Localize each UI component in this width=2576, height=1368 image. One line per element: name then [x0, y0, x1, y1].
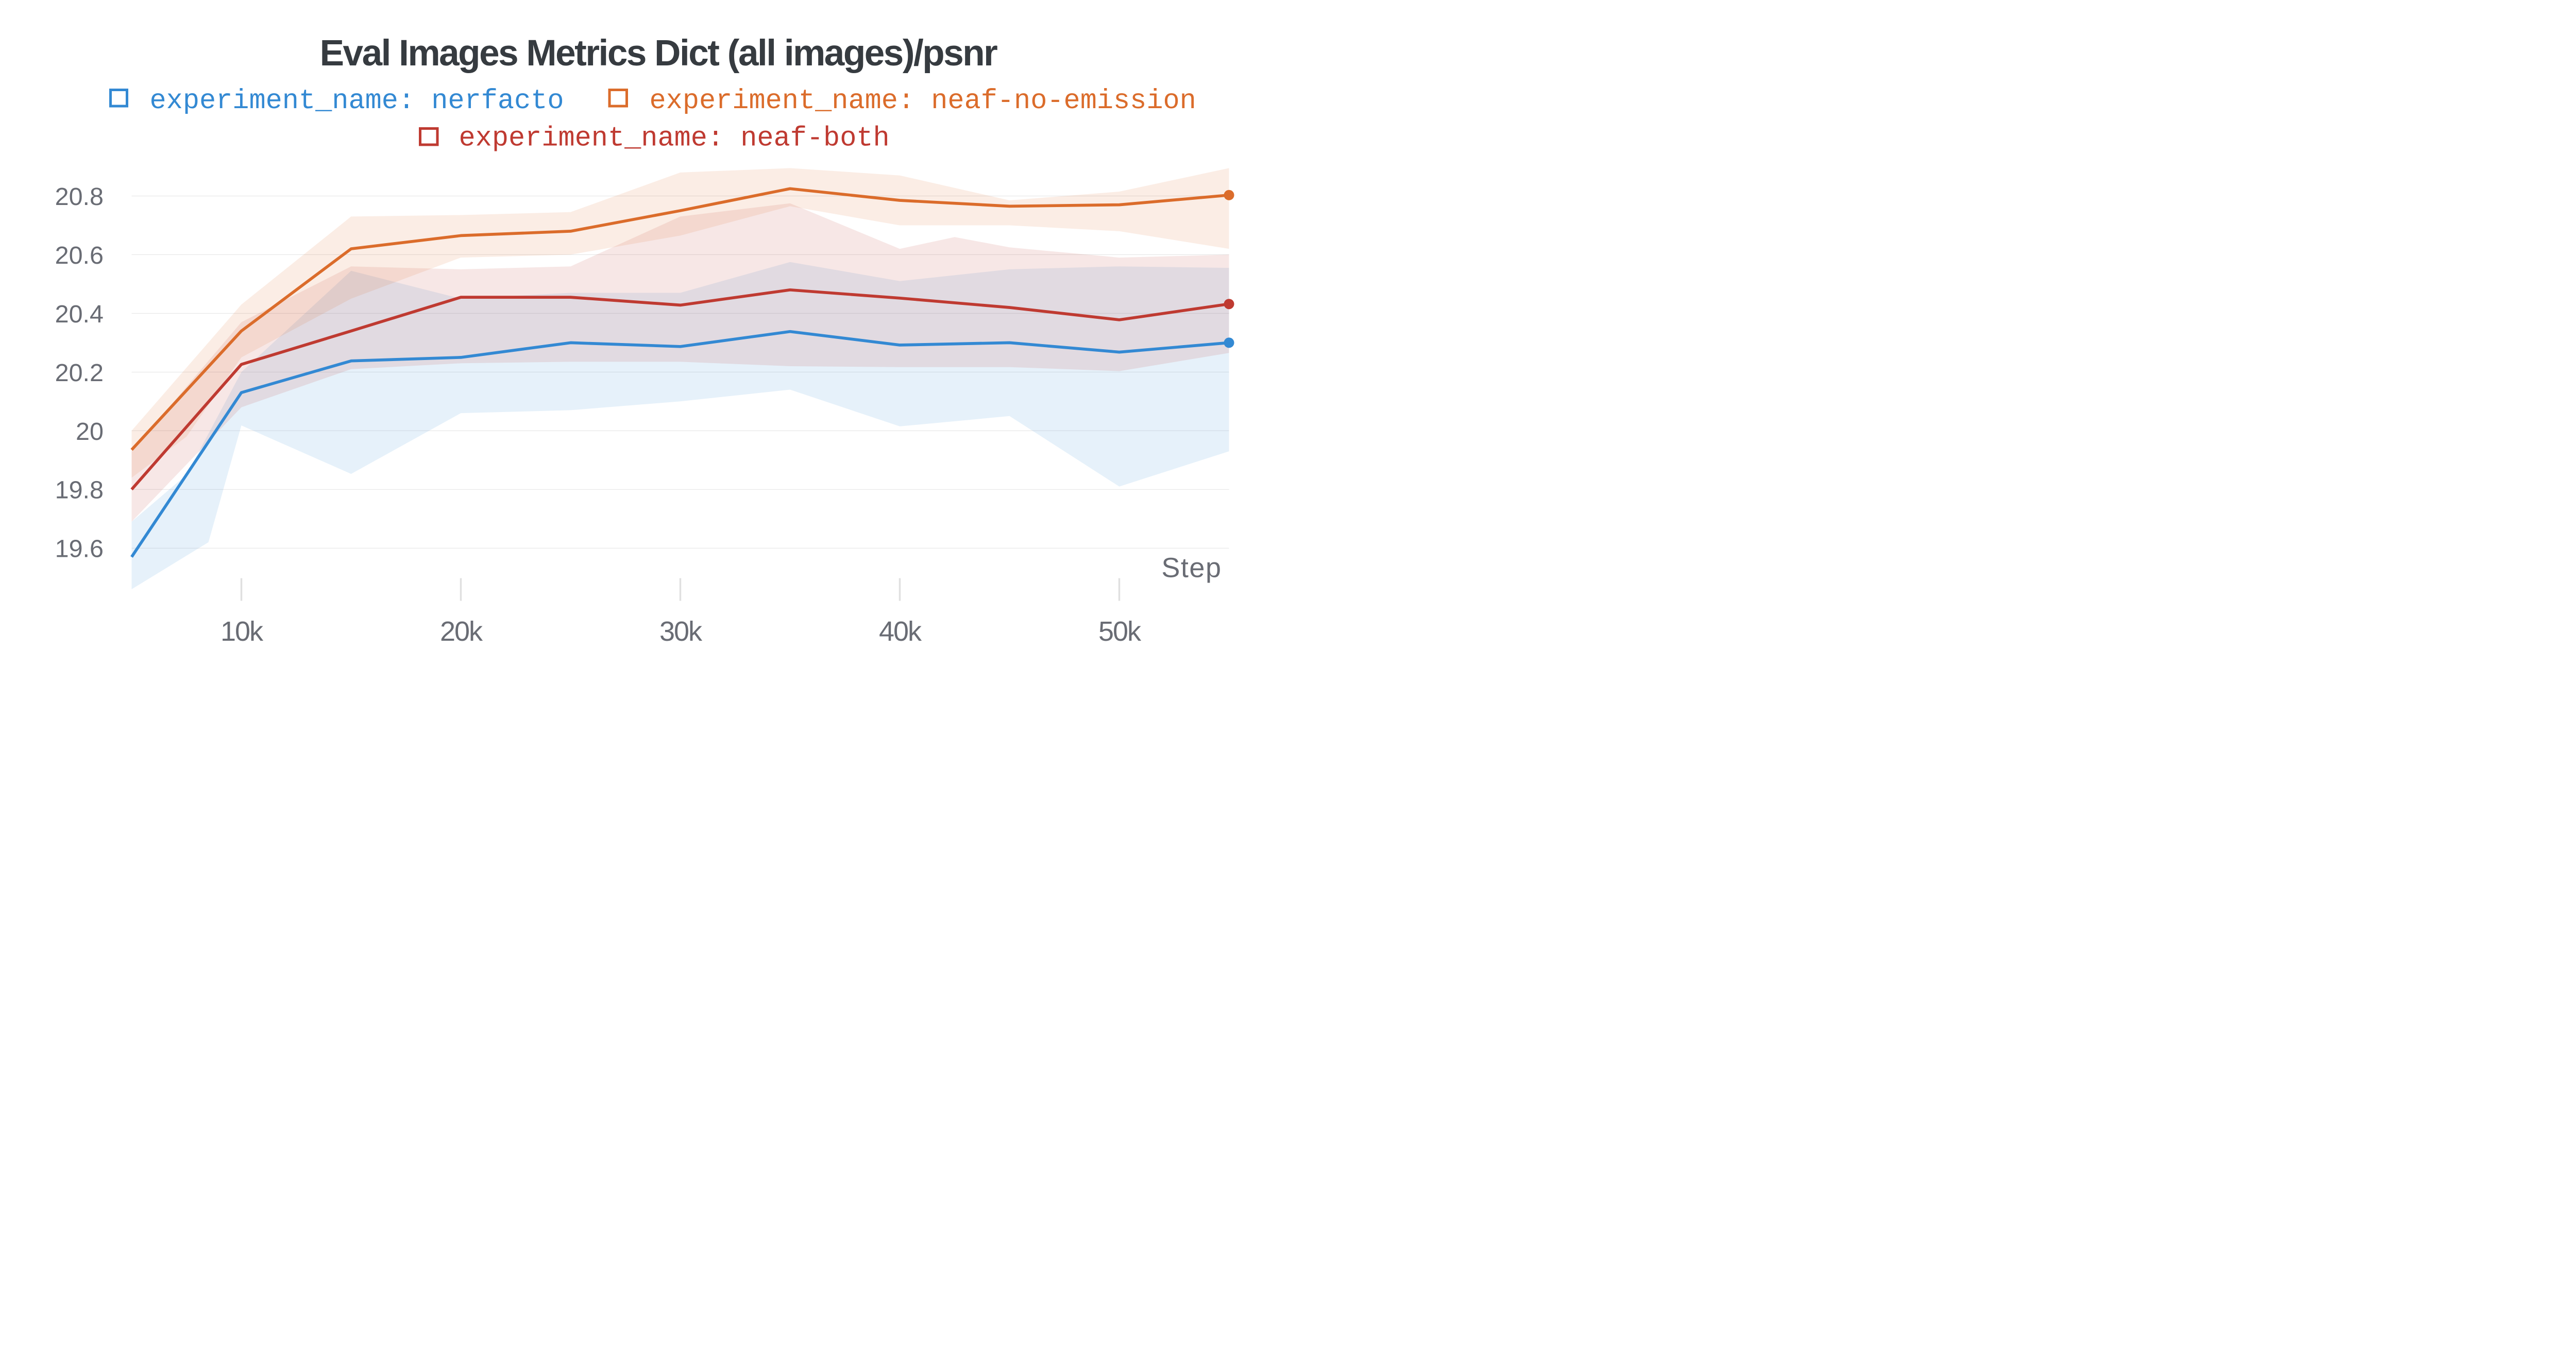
svg-text:19.6: 19.6	[55, 535, 104, 563]
svg-text:10k: 10k	[221, 616, 264, 647]
svg-text:20.4: 20.4	[55, 300, 104, 328]
svg-text:20k: 20k	[440, 616, 483, 647]
svg-text:20: 20	[76, 418, 104, 446]
svg-text:20.8: 20.8	[55, 183, 104, 211]
svg-text:20.6: 20.6	[55, 242, 104, 269]
svg-text:experiment_name: neaf-no-emiss: experiment_name: neaf-no-emission	[650, 86, 1196, 117]
svg-text:experiment_name: neaf-both: experiment_name: neaf-both	[459, 123, 890, 155]
svg-text:Eval Images Metrics Dict (all: Eval Images Metrics Dict (all images)/ps…	[320, 33, 998, 74]
svg-text:19.8: 19.8	[55, 476, 104, 504]
svg-text:20.2: 20.2	[55, 359, 104, 387]
svg-text:40k: 40k	[879, 616, 922, 647]
svg-text:30k: 30k	[659, 616, 703, 647]
svg-text:Step: Step	[1161, 553, 1222, 584]
svg-text:experiment_name: nerfacto: experiment_name: nerfacto	[150, 86, 564, 117]
svg-text:50k: 50k	[1098, 616, 1142, 647]
